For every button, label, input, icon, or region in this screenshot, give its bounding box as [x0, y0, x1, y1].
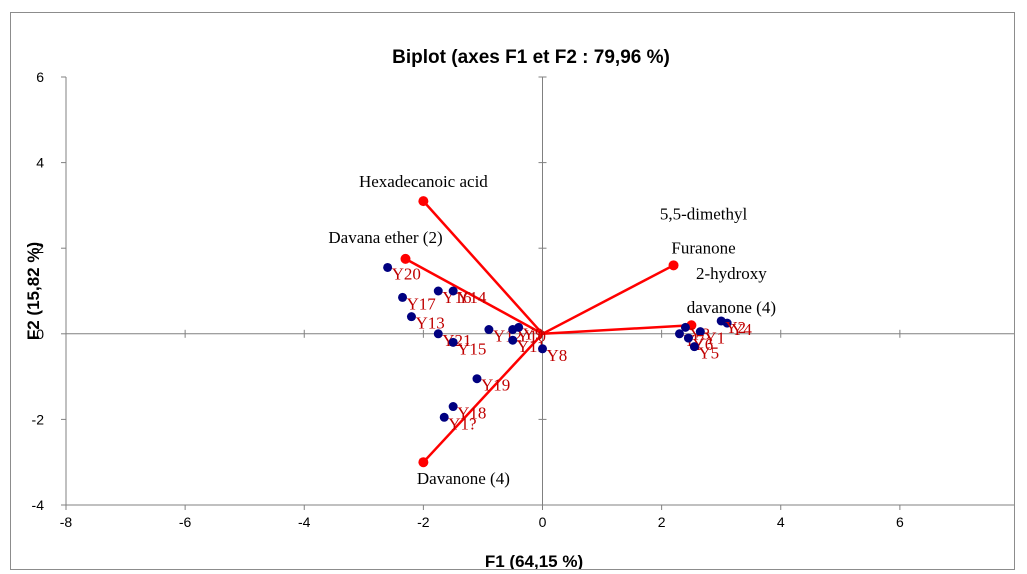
observation-point	[538, 344, 547, 354]
observation-label: Y17	[407, 294, 437, 313]
variable-label: Hexadecanoic acid	[359, 172, 488, 191]
variable-vector	[404, 257, 544, 335]
variable-label: Davana ether (2)	[328, 228, 442, 247]
observation-point	[716, 316, 726, 326]
observation-point	[448, 337, 458, 347]
observation-label: Y14	[457, 288, 487, 307]
variable-label-line: 2-hydroxy	[696, 264, 767, 283]
observation-label: Y1	[704, 329, 725, 348]
observation-point	[472, 374, 482, 384]
biplot-chart: Biplot (axes F1 et F2 : 79,96 %) F1 (64,…	[24, 47, 1014, 569]
chart-title: Biplot (axes F1 et F2 : 79,96 %)	[392, 47, 670, 68]
x-axis-title: F1 (64,15 %)	[485, 552, 583, 569]
observation-point	[695, 327, 705, 337]
observation-point	[674, 329, 684, 339]
y-tick-label: 6	[36, 69, 44, 85]
observation-point	[514, 322, 524, 332]
observation-label: Y18	[457, 404, 486, 423]
observation-point	[406, 312, 416, 322]
x-tick-label: 4	[777, 514, 785, 530]
observation-label: Y2	[725, 318, 746, 337]
variable-label: 5,5-dimethyl Furanone	[660, 204, 748, 257]
variable-label-line: Hexadecanoic acid	[359, 172, 488, 191]
observation-point	[433, 286, 443, 296]
variable-endpoint	[418, 457, 429, 468]
x-tick-label: -4	[298, 514, 311, 530]
x-tick-label: -2	[417, 514, 430, 530]
observation-label: Y8	[547, 346, 568, 365]
observation-point	[508, 335, 518, 345]
chart-frame: Biplot (axes F1 et F2 : 79,96 %) F1 (64,…	[10, 12, 1015, 570]
variable-label-line: Davana ether (2)	[328, 228, 442, 247]
variable-vector	[541, 264, 675, 335]
observation-label: Y5	[698, 344, 719, 363]
y-axis-title: F2 (15,82 %)	[24, 242, 43, 340]
observation-point	[439, 412, 449, 422]
observation-label: Y1?	[448, 414, 476, 433]
variable-label: 2-hydroxy davanone (4)	[687, 264, 776, 317]
y-tick-label: -4	[32, 497, 45, 513]
x-tick-label: -8	[60, 514, 73, 530]
x-tick-label: -6	[179, 514, 192, 530]
variable-label-line: davanone (4)	[687, 298, 776, 317]
variable-vector	[422, 332, 544, 464]
observation-point	[689, 342, 699, 352]
x-tick-label: 2	[658, 514, 666, 530]
variable-endpoint	[668, 260, 679, 271]
variable-label-line: 5,5-dimethyl	[660, 204, 748, 223]
variable-endpoint	[418, 196, 429, 207]
observation-label: Y10	[517, 327, 546, 346]
observation-point	[683, 333, 693, 343]
observation-point	[484, 325, 494, 335]
observation-point	[398, 292, 408, 302]
variable-endpoint	[400, 253, 411, 264]
observation-point	[448, 402, 458, 412]
observation-label: Y15	[457, 339, 486, 358]
y-tick-label: 2	[36, 240, 44, 256]
observation-point	[383, 262, 393, 272]
observation-label: Y4	[731, 320, 752, 339]
observation-point	[680, 322, 690, 332]
observation-label: Y19	[481, 376, 510, 395]
variable-label: Davanone (4)	[417, 469, 510, 488]
x-tick-label: 6	[896, 514, 904, 530]
observation-label: Y20	[392, 264, 421, 283]
variable-vector	[422, 200, 544, 335]
observation-point	[448, 286, 458, 296]
y-tick-label: -2	[32, 411, 45, 427]
observation-point	[433, 329, 443, 339]
variable-label-line: Davanone (4)	[417, 469, 510, 488]
observation-label: Y13	[415, 314, 444, 333]
variable-vector	[542, 323, 692, 336]
variable-label-line: Furanone	[671, 238, 735, 257]
y-tick-label: 4	[36, 155, 44, 171]
y-tick-label: 0	[36, 326, 44, 342]
observation-label: Y11	[517, 337, 546, 356]
x-tick-label: 0	[539, 514, 547, 530]
observation-label: Y9	[523, 324, 544, 343]
